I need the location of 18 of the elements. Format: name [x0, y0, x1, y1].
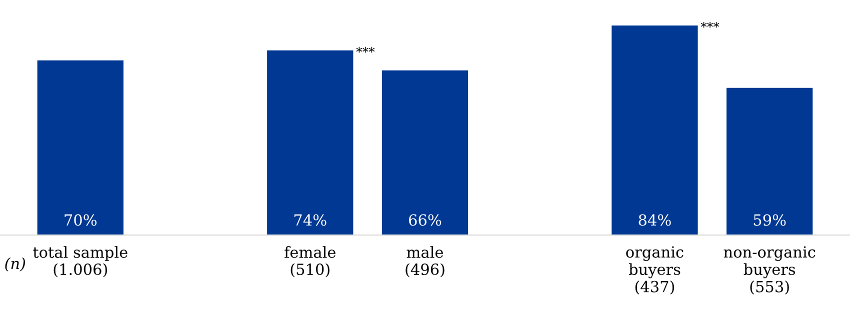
- x-tick-label: male (496): [406, 246, 444, 278]
- bar: [612, 25, 698, 236]
- bar: [267, 50, 354, 236]
- text: (n): [5, 257, 26, 272]
- data-label: 70%: [64, 214, 97, 226]
- data-label: 66%: [409, 214, 442, 226]
- x-tick-label: organic buyers (437): [626, 246, 684, 295]
- data-label: 84%: [638, 214, 671, 226]
- bar: [382, 70, 468, 236]
- bar: [726, 88, 813, 236]
- annotation: ***: [700, 22, 720, 28]
- data-label: 59%: [754, 214, 786, 226]
- x-tick-label: non-organic buyers (553): [724, 246, 816, 295]
- annotation: ***: [356, 46, 375, 53]
- x-tick-label: female (510): [284, 246, 336, 278]
- bar: [37, 60, 124, 236]
- x-tick-label: total sample (1.006): [33, 246, 128, 278]
- data-label: 74%: [294, 214, 326, 226]
